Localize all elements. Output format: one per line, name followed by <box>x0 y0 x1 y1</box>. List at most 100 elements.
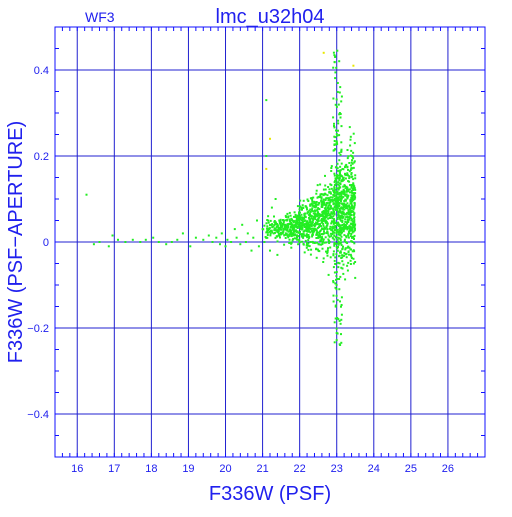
data-point <box>340 100 343 103</box>
data-point <box>350 161 353 164</box>
data-point <box>350 229 353 232</box>
data-point <box>346 212 349 215</box>
data-point <box>290 246 293 249</box>
data-point <box>310 215 313 218</box>
data-point <box>327 273 330 276</box>
data-point <box>350 201 353 204</box>
data-point <box>336 247 339 250</box>
data-point <box>320 203 323 206</box>
x-tick-label: 24 <box>368 463 380 475</box>
data-point <box>354 276 357 279</box>
data-point <box>307 248 310 251</box>
data-point <box>340 206 343 209</box>
data-point <box>332 191 335 194</box>
data-point <box>323 226 326 229</box>
data-point <box>124 241 127 243</box>
data-point <box>334 206 336 209</box>
data-point <box>352 166 355 169</box>
data-point <box>350 186 353 189</box>
data-point <box>322 224 325 227</box>
data-point <box>324 203 327 206</box>
data-point <box>321 218 324 221</box>
data-point <box>329 213 332 216</box>
chart-title: lmc_u32h04 <box>216 6 325 28</box>
data-point <box>336 203 339 206</box>
data-point <box>330 187 333 190</box>
data-point <box>291 226 294 229</box>
data-point <box>284 228 286 231</box>
data-point <box>316 241 318 244</box>
data-point <box>352 64 355 67</box>
data-point <box>334 199 337 201</box>
data-point <box>339 218 342 221</box>
data-point <box>276 240 279 243</box>
data-point <box>335 275 338 278</box>
data-point <box>244 241 247 243</box>
data-point <box>325 232 328 234</box>
data-point <box>351 235 354 238</box>
data-point <box>346 246 349 249</box>
data-point <box>345 256 348 259</box>
data-point <box>312 212 315 215</box>
data-point <box>347 250 350 253</box>
data-point <box>336 143 339 146</box>
data-point <box>332 250 335 253</box>
data-point <box>348 206 351 208</box>
data-point <box>329 256 332 259</box>
data-point <box>317 216 320 219</box>
data-point <box>319 229 322 232</box>
data-point <box>333 226 336 229</box>
data-point <box>352 157 355 160</box>
y-tick-label: 0.2 <box>34 151 49 163</box>
data-point <box>312 219 315 221</box>
data-point <box>303 226 306 228</box>
data-point <box>342 272 345 275</box>
x-tick-label: 17 <box>108 463 120 475</box>
data-point <box>352 222 354 225</box>
data-point <box>292 224 295 227</box>
data-point <box>306 220 309 223</box>
data-point <box>348 253 350 256</box>
data-point <box>349 138 352 141</box>
data-point <box>349 144 352 147</box>
data-point <box>341 168 344 170</box>
data-point <box>340 190 343 193</box>
data-point <box>349 212 352 215</box>
data-point <box>317 207 320 210</box>
data-point <box>349 259 352 262</box>
data-point <box>347 209 350 212</box>
data-point <box>352 214 355 217</box>
data-point <box>326 250 329 253</box>
data-point <box>322 203 325 206</box>
data-point <box>340 162 343 165</box>
data-point <box>328 235 331 238</box>
data-point <box>287 236 290 239</box>
data-point <box>341 254 344 257</box>
data-point <box>341 231 343 234</box>
data-point <box>107 245 110 248</box>
data-point <box>295 234 298 237</box>
data-point <box>340 195 343 198</box>
data-point <box>351 220 354 223</box>
data-point <box>335 174 338 177</box>
data-point <box>323 211 326 214</box>
data-point <box>345 221 348 224</box>
data-point <box>311 232 314 235</box>
data-point <box>326 249 329 252</box>
data-point <box>345 207 347 210</box>
data-point <box>288 242 291 244</box>
data-point <box>321 233 323 236</box>
data-point <box>345 241 347 244</box>
data-point <box>324 216 327 219</box>
data-point <box>342 245 344 248</box>
data-point <box>288 234 291 237</box>
data-point <box>318 202 321 205</box>
data-point <box>350 217 353 220</box>
data-point <box>298 219 301 222</box>
data-point <box>289 222 292 225</box>
data-point <box>320 214 323 217</box>
data-point <box>344 187 347 190</box>
data-point <box>314 209 316 212</box>
data-point <box>352 262 355 265</box>
grid-lines <box>55 27 485 457</box>
